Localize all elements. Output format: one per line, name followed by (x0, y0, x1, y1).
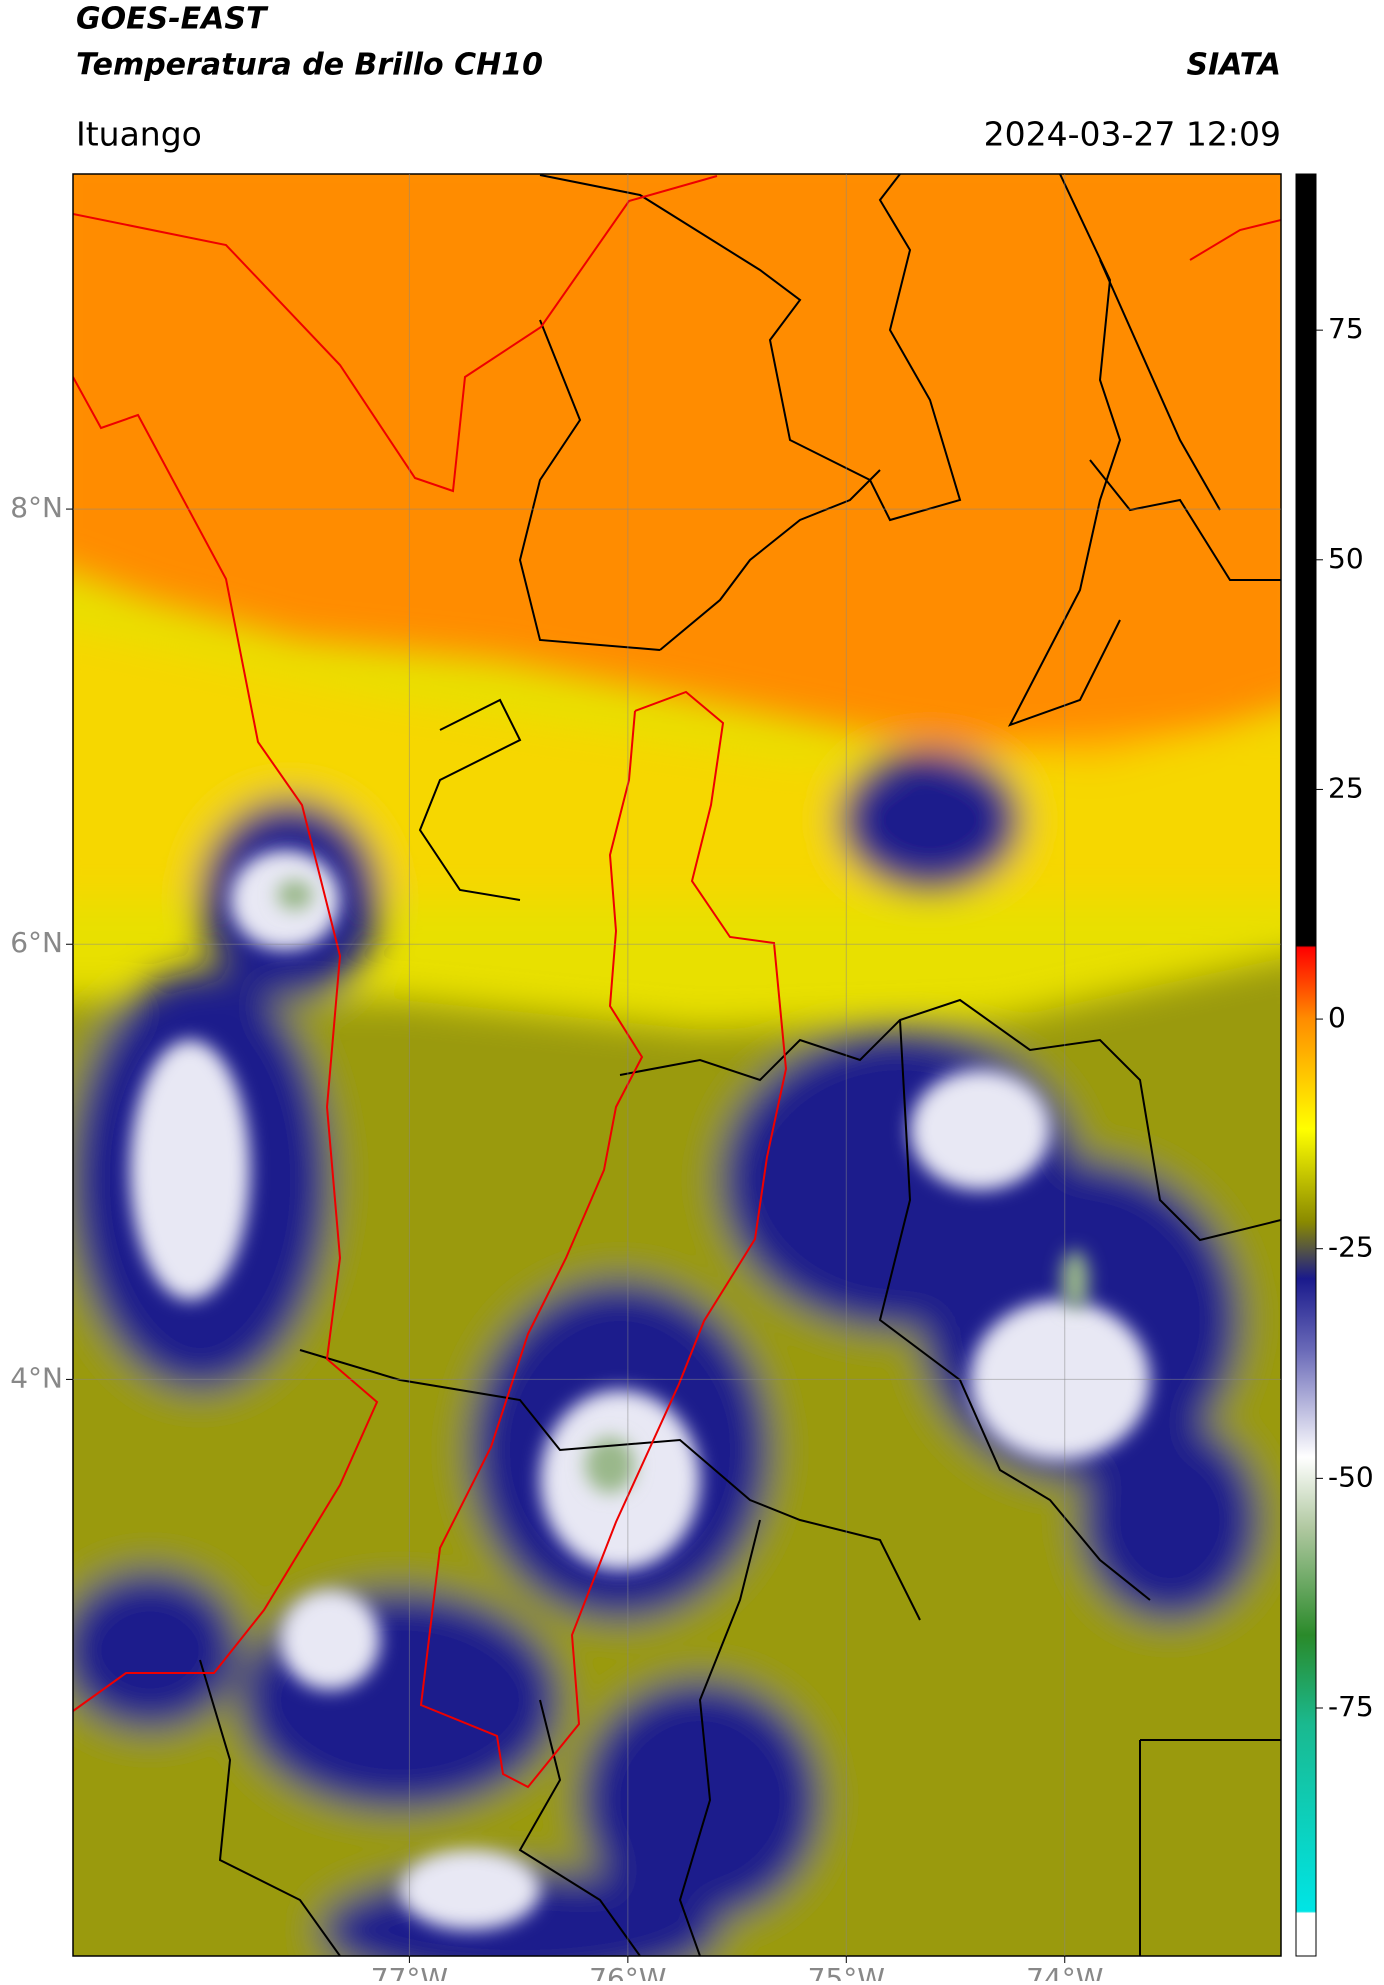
x-tick-label: 77°W (371, 1962, 448, 1981)
colorbar-tick-label: 0 (1328, 1001, 1346, 1034)
x-tick-label: 74°W (1026, 1962, 1103, 1981)
colorbar-tick-label: -50 (1328, 1460, 1374, 1493)
colorbar-tick-label: 50 (1328, 542, 1364, 575)
location: Ituango (76, 115, 202, 154)
y-tick-label: 8°N (10, 491, 63, 524)
subtitle: Temperatura de Brillo CH10 (76, 48, 543, 83)
colorbar-tick-label: 25 (1328, 771, 1364, 804)
y-tick-label: 6°N (10, 926, 63, 959)
satellite-image (73, 174, 1281, 1956)
colorbar-tick-label: 75 (1328, 312, 1364, 345)
source: SIATA (1187, 48, 1281, 83)
map-frame (72, 173, 1282, 1957)
colorbar-tick-label: -25 (1328, 1231, 1374, 1264)
x-tick-label: 76°W (589, 1962, 666, 1981)
title: GOES-EAST (76, 2, 269, 37)
timestamp: 2024-03-27 12:09 (984, 115, 1281, 154)
colorbar (1295, 173, 1317, 1957)
x-tick-label: 75°W (808, 1962, 885, 1981)
y-tick-label: 4°N (10, 1361, 63, 1394)
colorbar-tick-label: -75 (1328, 1690, 1374, 1723)
